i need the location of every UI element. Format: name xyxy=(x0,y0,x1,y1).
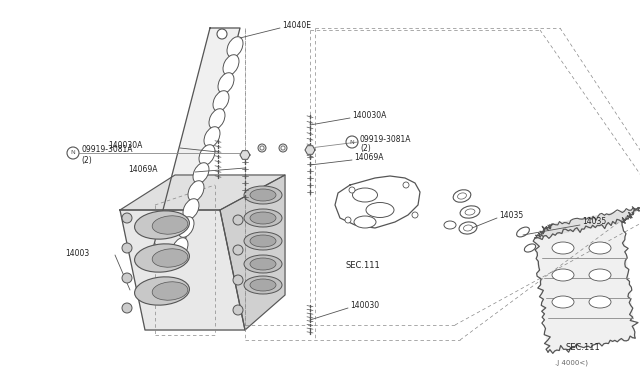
Circle shape xyxy=(345,217,351,223)
Ellipse shape xyxy=(244,255,282,273)
Text: 140030: 140030 xyxy=(350,301,379,311)
Circle shape xyxy=(122,213,132,223)
Ellipse shape xyxy=(354,216,376,228)
Polygon shape xyxy=(240,151,250,159)
Ellipse shape xyxy=(134,211,189,239)
Ellipse shape xyxy=(552,242,574,254)
Text: N: N xyxy=(70,151,76,155)
Ellipse shape xyxy=(250,189,276,201)
Ellipse shape xyxy=(199,145,215,165)
Text: 14035: 14035 xyxy=(582,218,606,227)
Text: 14069A: 14069A xyxy=(354,154,383,163)
Circle shape xyxy=(349,187,355,193)
Text: SEC.111: SEC.111 xyxy=(565,343,600,353)
Ellipse shape xyxy=(227,37,243,57)
Ellipse shape xyxy=(152,216,188,234)
Ellipse shape xyxy=(193,163,209,183)
Text: 14040E: 14040E xyxy=(282,20,311,29)
Polygon shape xyxy=(535,222,635,352)
Ellipse shape xyxy=(244,186,282,204)
Circle shape xyxy=(403,182,409,188)
Text: (2): (2) xyxy=(360,144,371,154)
Circle shape xyxy=(233,275,243,285)
Ellipse shape xyxy=(244,209,282,227)
Ellipse shape xyxy=(209,109,225,129)
Polygon shape xyxy=(535,208,640,238)
Ellipse shape xyxy=(589,242,611,254)
Polygon shape xyxy=(148,28,240,268)
Ellipse shape xyxy=(183,199,199,219)
Circle shape xyxy=(281,146,285,150)
Text: SEC.111: SEC.111 xyxy=(345,260,380,269)
Text: 09919-3081A: 09919-3081A xyxy=(81,145,132,154)
Ellipse shape xyxy=(152,282,188,300)
Ellipse shape xyxy=(353,188,378,202)
Circle shape xyxy=(122,243,132,253)
Ellipse shape xyxy=(218,73,234,93)
Ellipse shape xyxy=(366,202,394,218)
Text: 140030A: 140030A xyxy=(108,141,142,150)
Text: N: N xyxy=(349,140,355,144)
Circle shape xyxy=(258,144,266,152)
Ellipse shape xyxy=(172,238,188,258)
Ellipse shape xyxy=(134,244,189,272)
Text: 140030A: 140030A xyxy=(352,112,387,121)
Ellipse shape xyxy=(250,235,276,247)
Ellipse shape xyxy=(188,181,204,201)
Ellipse shape xyxy=(250,212,276,224)
Ellipse shape xyxy=(178,217,194,237)
Ellipse shape xyxy=(244,276,282,294)
Ellipse shape xyxy=(204,127,220,147)
Polygon shape xyxy=(120,210,245,330)
Circle shape xyxy=(412,212,418,218)
Circle shape xyxy=(233,305,243,315)
Ellipse shape xyxy=(213,91,229,111)
Ellipse shape xyxy=(552,296,574,308)
Circle shape xyxy=(122,273,132,283)
Text: 14035: 14035 xyxy=(499,211,524,219)
Ellipse shape xyxy=(223,55,239,75)
Circle shape xyxy=(260,146,264,150)
Ellipse shape xyxy=(152,249,188,267)
Polygon shape xyxy=(220,175,285,330)
Ellipse shape xyxy=(552,269,574,281)
Ellipse shape xyxy=(589,296,611,308)
Circle shape xyxy=(233,215,243,225)
Text: 14003: 14003 xyxy=(65,248,89,257)
Polygon shape xyxy=(305,146,315,154)
Circle shape xyxy=(122,303,132,313)
Text: 09919-3081A: 09919-3081A xyxy=(360,135,412,144)
Ellipse shape xyxy=(250,258,276,270)
Ellipse shape xyxy=(250,279,276,291)
Text: (2): (2) xyxy=(81,155,92,164)
Circle shape xyxy=(233,245,243,255)
Ellipse shape xyxy=(589,269,611,281)
Circle shape xyxy=(217,29,227,39)
Text: .J 4000<): .J 4000<) xyxy=(555,360,588,366)
Polygon shape xyxy=(120,175,285,210)
Text: 14069A: 14069A xyxy=(128,166,157,174)
Ellipse shape xyxy=(244,232,282,250)
Ellipse shape xyxy=(134,277,189,305)
Circle shape xyxy=(279,144,287,152)
